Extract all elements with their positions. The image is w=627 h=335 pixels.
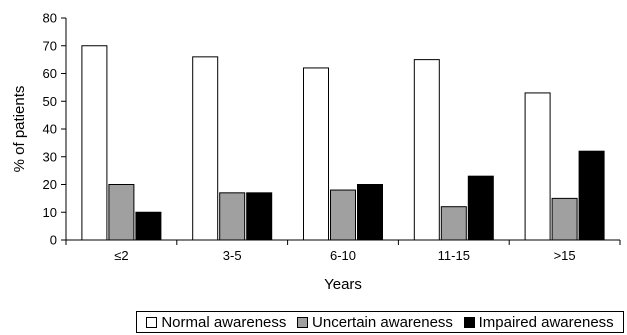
bar-normal bbox=[413, 59, 440, 241]
legend-item-impaired: Impaired awareness bbox=[463, 313, 614, 331]
bar-impaired bbox=[246, 192, 273, 241]
bar-uncertain bbox=[330, 189, 356, 241]
y-tick-label: 20 bbox=[43, 177, 57, 192]
x-tick-label: 3-5 bbox=[223, 248, 242, 263]
y-tick-label: 40 bbox=[43, 122, 57, 137]
legend-label-uncertain: Uncertain awareness bbox=[312, 313, 453, 331]
legend-label-normal: Normal awareness bbox=[161, 313, 287, 331]
bar-normal bbox=[303, 67, 329, 241]
bar-uncertain bbox=[219, 192, 246, 241]
bar-normal bbox=[524, 92, 551, 241]
bars bbox=[81, 45, 605, 241]
x-tick-label: 6-10 bbox=[330, 248, 356, 263]
y-tick-label: 0 bbox=[50, 233, 57, 248]
x-tick-label: >15 bbox=[554, 248, 576, 263]
x-tick-label: ≤2 bbox=[114, 248, 128, 263]
bar-impaired bbox=[357, 184, 383, 241]
bar-chart: 0 10 20 30 40 50 60 70 80 ≤2 3-5 6-10 11-15 >15 Year… bbox=[11, 11, 621, 293]
x-tick-label: 11-15 bbox=[438, 248, 470, 263]
bar-impaired bbox=[467, 175, 494, 241]
bar-normal bbox=[81, 45, 108, 241]
legend-label-impaired: Impaired awareness bbox=[478, 313, 614, 331]
legend: Normal awareness Uncertain awareness Imp… bbox=[136, 311, 624, 333]
y-tick-label: 80 bbox=[43, 11, 57, 26]
y-tick-label: 50 bbox=[43, 94, 57, 109]
y-tick-label: 70 bbox=[43, 38, 57, 53]
legend-item-normal: Normal awareness bbox=[146, 314, 286, 331]
y-axis-title: % of patients bbox=[11, 86, 28, 173]
bar-uncertain bbox=[440, 206, 467, 241]
bar-uncertain bbox=[108, 184, 135, 241]
legend-swatch-uncertain bbox=[297, 316, 309, 328]
y-tick-label: 30 bbox=[43, 149, 57, 164]
legend-swatch-impaired bbox=[463, 316, 475, 328]
bar-impaired bbox=[578, 150, 605, 241]
bar-normal bbox=[192, 56, 219, 241]
legend-item-uncertain: Uncertain awareness bbox=[297, 314, 453, 331]
x-axis-title: Years bbox=[324, 276, 362, 293]
x-axis-ticks: ≤2 3-5 6-10 11-15 >15 bbox=[65, 240, 621, 263]
y-tick-label: 10 bbox=[43, 205, 57, 220]
y-tick-label: 60 bbox=[43, 66, 57, 81]
y-axis-ticks: 0 10 20 30 40 50 60 70 80 bbox=[43, 11, 66, 248]
legend-swatch-normal bbox=[146, 316, 158, 328]
bar-impaired bbox=[135, 211, 162, 241]
bar-uncertain bbox=[551, 197, 578, 241]
